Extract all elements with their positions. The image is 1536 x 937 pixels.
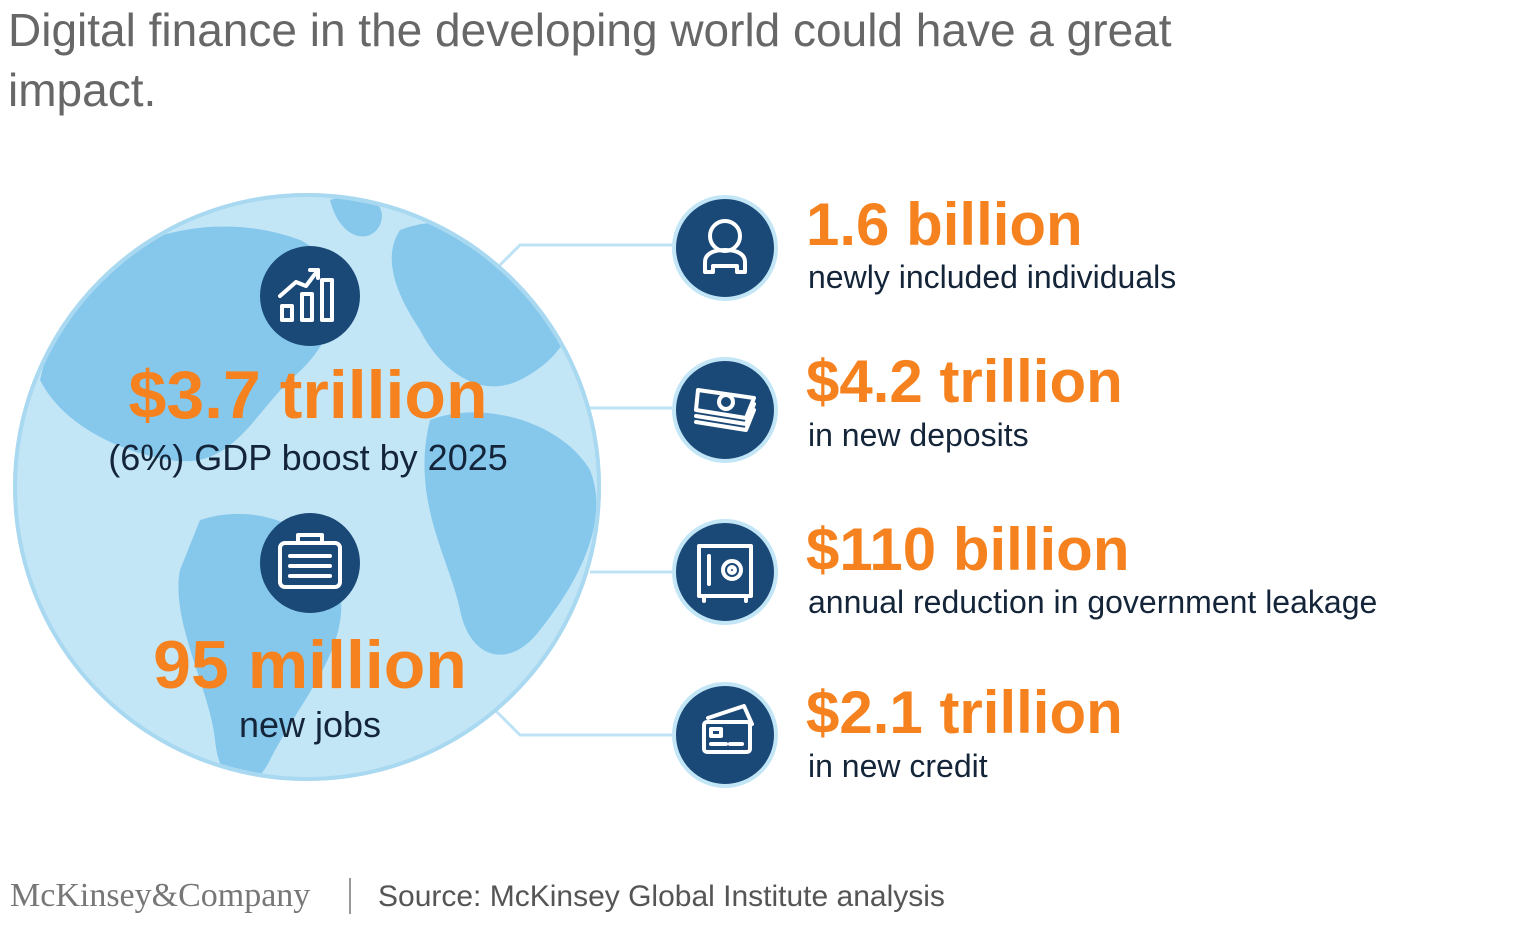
globe: $3.7 trillion (6%) GDP boost by 2025 95 … [13, 193, 601, 781]
stat-icons [672, 195, 778, 788]
globe-value: $3.7 trillion [129, 357, 488, 433]
title: Digital finance in the developing world … [8, 4, 1172, 116]
stat-label: newly included individuals [808, 259, 1176, 295]
stat-value: $2.1 trillion [806, 679, 1123, 746]
globe-label: new jobs [239, 704, 381, 745]
stat-label: annual reduction in government leakage [808, 584, 1377, 620]
stat-label: in new deposits [808, 417, 1029, 453]
globe-value: 95 million [153, 627, 467, 703]
globe-label: (6%) GDP boost by 2025 [108, 437, 508, 478]
stat-value: $4.2 trillion [806, 348, 1123, 415]
stat-value: $110 billion [806, 516, 1129, 583]
connectors [488, 243, 672, 737]
stat-label: in new credit [808, 748, 988, 784]
brand: McKinsey&Company [10, 877, 310, 914]
source: Source: McKinsey Global Institute analys… [378, 880, 945, 913]
stat-value: 1.6 billion [806, 191, 1083, 258]
